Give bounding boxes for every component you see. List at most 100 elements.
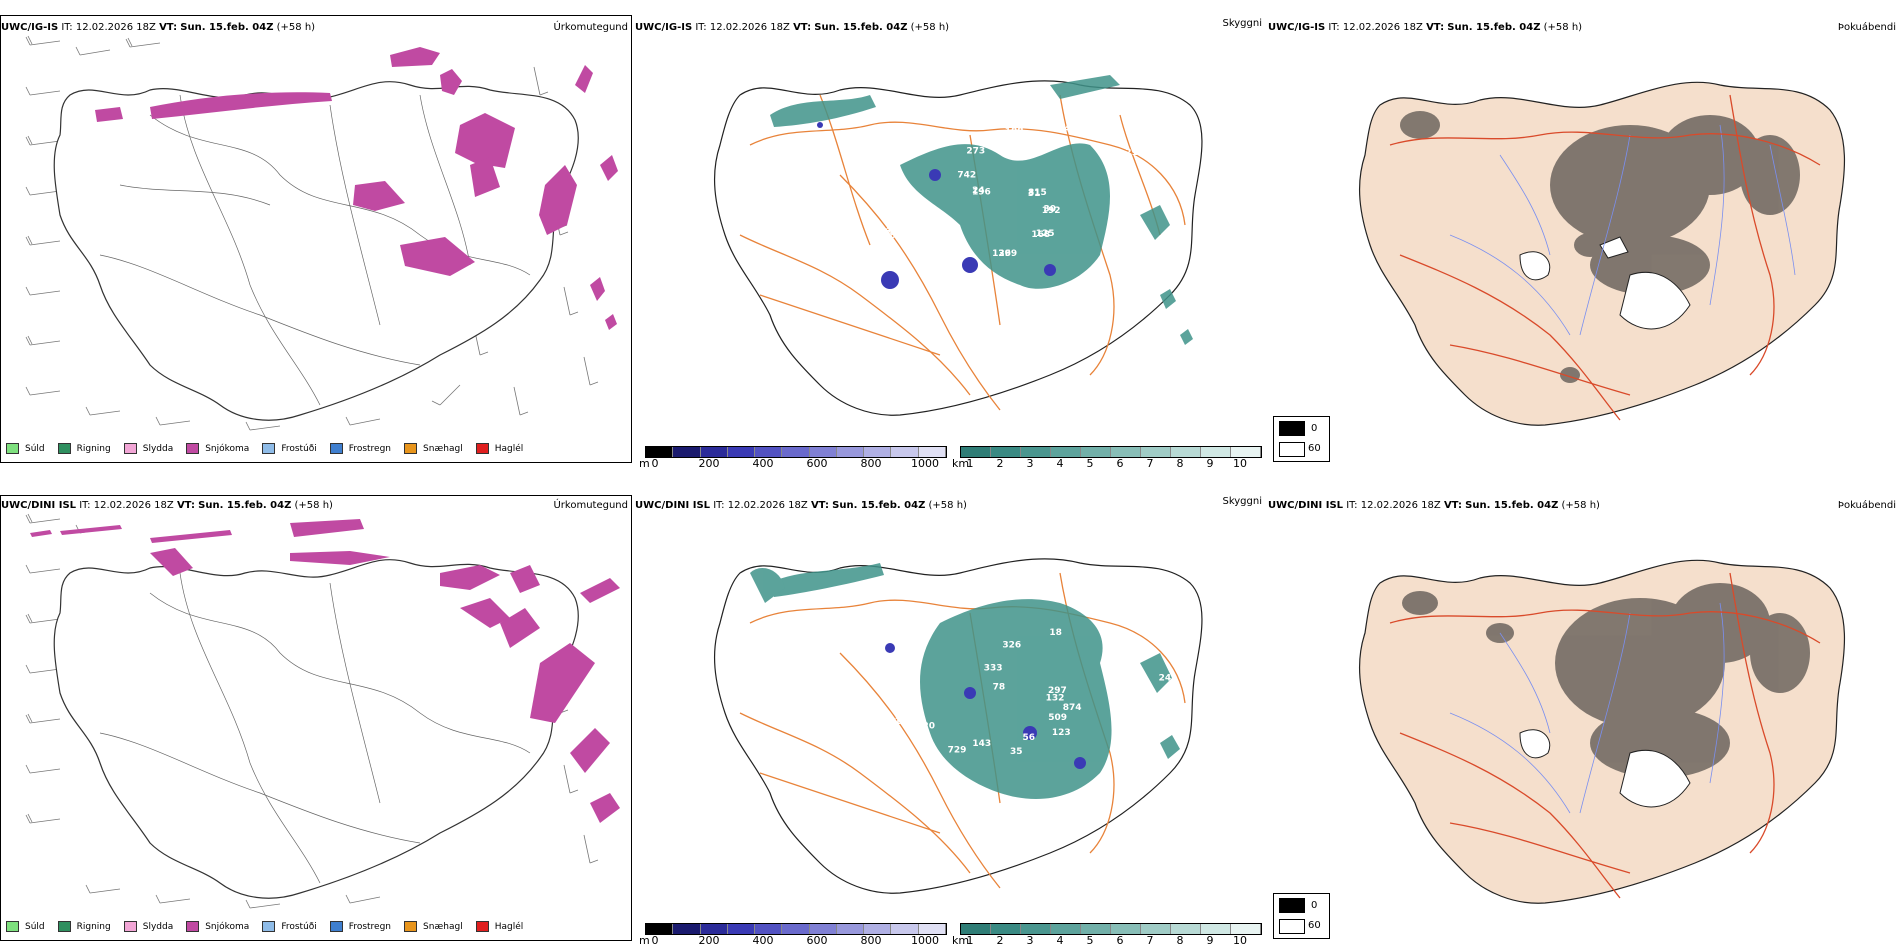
lead-time: (+58 h) [1561,500,1600,511]
colorbar-segment-0 [646,924,674,934]
colorbar-segment-9 [1231,447,1261,457]
panel-header: UWC/IG-IS IT: 12.02.2026 18Z VT: Sun. 15… [1,22,315,33]
it-label: IT: [713,500,725,511]
legend-item-0: Súld [6,443,45,454]
colorbar-segment-8 [1201,447,1231,457]
colorbar-segment-3 [1051,447,1081,457]
roads [1389,94,1821,421]
legend-item-6: Snæhagl [404,443,463,454]
colorbar-tick: 8 [1176,457,1184,470]
legend-swatch [329,443,343,454]
visibility-value: 320 [916,722,935,732]
visibility-values: 297 874 123 35 729 414 78 333 326 18 199 24 132 509 56… [880,628,1171,757]
it-label: IT: [79,500,91,511]
colorbar-tick: 10 [1233,457,1247,470]
colorbar-tick: 6 [1116,934,1124,947]
colorbar-segment-7 [836,447,865,457]
fog-shading [1402,583,1810,778]
colorbar-tick: 400 [752,457,774,470]
panel-header: UWC/IG-IS IT: 12.02.2026 18Z VT: Sun. 15… [1268,22,1582,33]
visibility-value: 198 [877,231,896,241]
vt-label: VT: [176,500,195,511]
vt-label: VT: [810,500,829,511]
model-name: UWC/DINI ISL [1,500,77,511]
colorbar-segment-1 [991,447,1021,457]
colorbar-tick: 1 [966,457,974,470]
colorbar-segment-10 [918,447,946,457]
fog-shading [1400,111,1800,383]
fog-swatch-0 [1279,898,1305,913]
vt-value: Sun. 15.feb. 04Z [832,500,926,511]
precip-legend: Súld Rigning Slydda Snjókoma Frostúði Frostre… [6,921,536,932]
legend-swatch [57,443,71,454]
legend-label: Rigning [76,921,111,932]
visibility-value: 196 [972,187,991,197]
visibility-value: 815 [1028,188,1047,198]
legend-swatch [404,443,418,454]
fog-swatch-0 [1279,421,1305,436]
visibility-value: 199 [1110,637,1129,647]
precip-map-frame [0,495,632,941]
colorbar-tick: 200 [698,934,720,947]
colorbar-segment-1 [991,924,1021,934]
lead-time: (+58 h) [276,22,316,33]
colorbar-segment-9 [891,447,919,457]
colorbar-segment-4 [1081,447,1111,457]
iceland-coastline [713,80,1203,416]
colorbar-segment-2 [1021,447,1051,457]
legend-label: Frostregn [348,443,392,454]
visibility-value: 326 [1002,641,1021,651]
visibility-value: 333 [984,664,1003,674]
vt-label: VT: [793,22,812,33]
visibility-value: 125 [1036,229,1055,239]
colorbar-segment-5 [782,447,810,457]
iceland-coastline [53,559,579,899]
fog-swatch-60 [1279,442,1305,457]
colorbar-segment-9 [891,924,919,934]
fog-swatch-60 [1279,919,1305,934]
colorbar-segment-1 [673,924,701,934]
precip-map [25,513,620,909]
colorbar-segment-4 [1081,924,1111,934]
visibility-value: 78 [993,682,1006,692]
colorbar-tick: 1000 [911,457,939,470]
panel-header: UWC/DINI ISL IT: 12.02.2026 18Z VT: Sun.… [1,500,333,511]
colorbar-tick: 2 [996,934,1004,947]
vt-label: VT: [1426,22,1445,33]
model-name: UWC/DINI ISL [1268,500,1344,511]
very-low-visibility-areas [885,643,1086,769]
model-name: UWC/DINI ISL [635,500,711,511]
legend-swatch [475,921,489,932]
visibility-value: 273 [966,147,985,157]
colorbar-segment-8 [864,447,892,457]
colorbar-tick: 200 [698,457,720,470]
colorbar-tick: 2 [996,457,1004,470]
visibility-value: 30 [1044,204,1057,214]
colorbar-tick: 3 [1026,934,1034,947]
panel-title-visibility: Skyggni [1222,18,1262,29]
colorbar-segment-3 [727,924,756,934]
colorbar-tick: 5 [1086,934,1094,947]
legend-label: Rigning [76,443,111,454]
visibility-value: 742 [957,171,976,181]
colorbar-km: km 1 2 3 4 5 6 7 8 9 10 [952,923,1262,947]
legend-item-1: Rigning [57,443,111,454]
colorbar-segment-2 [700,447,728,457]
legend-item-6: Snæhagl [404,921,463,932]
panel-title-fog: Þokuábendi [1837,500,1896,511]
it-value: 12.02.2026 18Z [93,500,174,511]
fog-label-60: 60 [1308,443,1321,454]
fog-label-0: 0 [1311,900,1318,911]
legend-label: Frostúði [281,443,317,454]
fog-legend: 0 60 [1273,893,1330,939]
colorbar-segment-0 [646,447,674,457]
it-value: 12.02.2026 18Z [1360,500,1441,511]
visibility-value: 729 [948,746,967,756]
colorbar-tick: 5 [1086,457,1094,470]
colorbar-unit: km [952,457,970,470]
colorbar-tick: 8 [1176,934,1184,947]
it-label: IT: [695,22,707,33]
visibility-value: 399 [998,249,1017,259]
legend-label: Frostregn [348,921,392,932]
colorbar-segment-6 [809,924,837,934]
